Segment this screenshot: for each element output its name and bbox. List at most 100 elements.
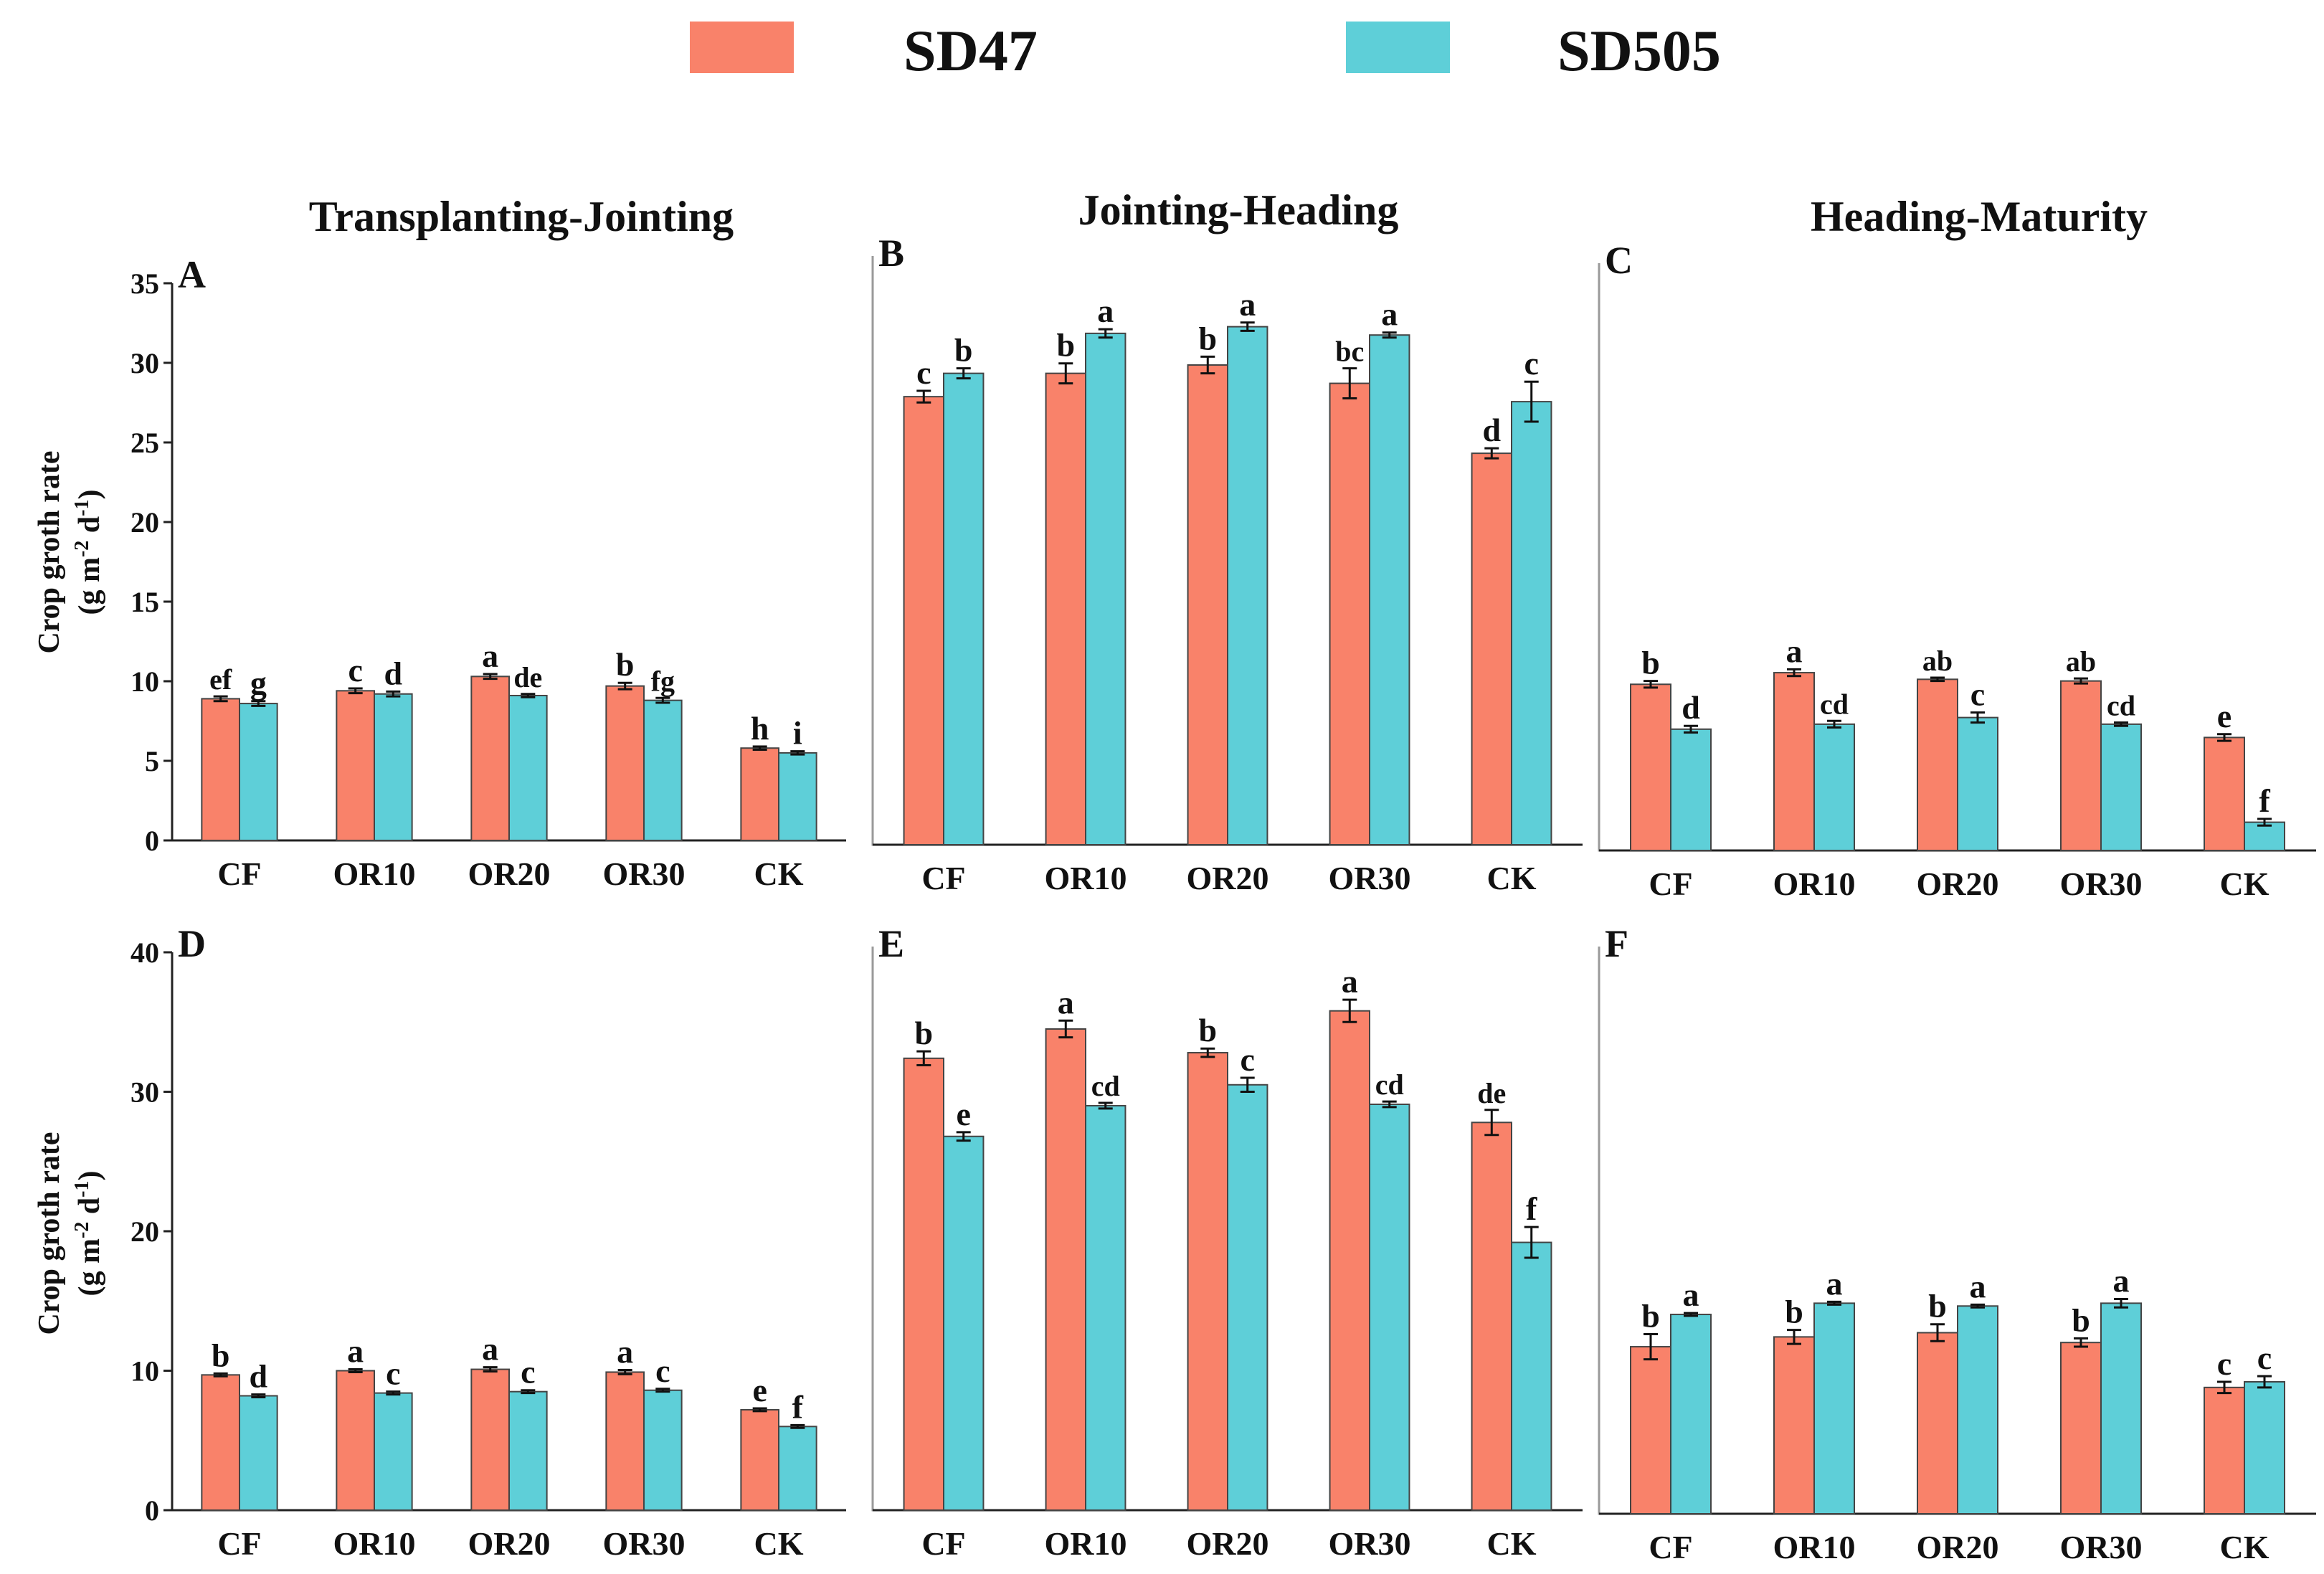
significance-letter: b — [2072, 1302, 2090, 1338]
significance-letter: a — [482, 637, 498, 674]
significance-letter: e — [957, 1096, 971, 1132]
bar-sd505 — [1957, 1305, 1998, 1515]
significance-letter: d — [1482, 412, 1501, 448]
y-tick-label: 30 — [131, 347, 159, 379]
significance-letter: i — [793, 715, 802, 752]
significance-letter: ab — [1922, 645, 1953, 677]
panel-letter: E — [878, 922, 904, 965]
x-tick-label: CK — [754, 1525, 804, 1562]
bar-sd505 — [2100, 1302, 2142, 1514]
x-tick-label: CK — [2220, 1529, 2270, 1565]
significance-letter: a — [2113, 1263, 2130, 1299]
bar-sd47 — [470, 1368, 510, 1512]
bar-sd505 — [1813, 723, 1855, 852]
x-tick-label: OR20 — [1917, 866, 1999, 902]
x-tick-label: OR30 — [603, 855, 686, 892]
bar-sd47 — [2060, 680, 2102, 851]
bar-sd47 — [1917, 1332, 1958, 1515]
x-tick-label: CK — [1487, 860, 1537, 896]
bar-sd505 — [1085, 1104, 1127, 1511]
x-tick-label: OR10 — [333, 1525, 416, 1562]
significance-letter: a — [1826, 1265, 1843, 1302]
significance-letter: a — [1381, 296, 1398, 333]
y-axis-label-line2: (g m-2 d-1) — [71, 1171, 107, 1296]
column-title-transplanting-jointing: Transplanting-Jointing — [309, 193, 734, 240]
y-axis-label-line2: (g m-2 d-1) — [71, 490, 107, 615]
bar-sd47 — [1329, 1010, 1371, 1511]
bar-sd47 — [1045, 372, 1087, 845]
bar-sd505 — [1227, 1084, 1268, 1511]
x-tick-label: OR10 — [1045, 860, 1127, 896]
bar-sd505 — [1227, 326, 1268, 845]
significance-letter: a — [617, 1334, 633, 1370]
bar-sd505 — [374, 693, 413, 842]
y-axis-label-line1: Crop groth rate — [33, 1132, 66, 1334]
x-tick-label: CK — [754, 855, 804, 892]
significance-letter: a — [1970, 1268, 1986, 1304]
significance-letter: fg — [651, 665, 675, 697]
x-tick-label: OR20 — [1917, 1529, 1999, 1565]
bar-sd47 — [2204, 736, 2245, 852]
bar-sd47 — [1630, 1346, 1671, 1514]
y-tick-label: 20 — [131, 1215, 159, 1248]
significance-letter: c — [348, 652, 362, 688]
y-axis-label-bottom: Crop groth rate (g m-2 d-1) — [33, 1132, 106, 1334]
x-tick-label: OR20 — [1187, 860, 1269, 896]
bar-sd47 — [1471, 452, 1513, 845]
significance-letter: d — [1682, 689, 1700, 726]
bar-sd47 — [903, 1057, 945, 1511]
significance-letter: b — [616, 646, 635, 683]
column-title-heading-maturity: Heading-Maturity — [1811, 193, 2148, 240]
legend-swatch-sd505 — [1346, 22, 1450, 73]
panel-letter: A — [178, 253, 206, 296]
significance-letter: b — [1928, 1288, 1947, 1324]
significance-letter: f — [792, 1388, 804, 1425]
significance-letter: g — [250, 665, 267, 701]
bar-sd505 — [1813, 1302, 1855, 1514]
significance-letter: e — [752, 1372, 767, 1408]
bar-sd47 — [1917, 678, 1958, 851]
bar-sd505 — [2244, 821, 2285, 851]
y-tick-label: 0 — [145, 825, 159, 857]
significance-letter: ab — [2066, 645, 2096, 678]
bar-sd47 — [605, 1371, 645, 1511]
legend-swatch-sd47 — [690, 22, 794, 73]
bar-sd47 — [1045, 1028, 1087, 1511]
bar-sd505 — [2244, 1380, 2285, 1514]
significance-letter: de — [513, 661, 542, 693]
significance-letter: cd — [2107, 690, 2135, 722]
bar-sd47 — [903, 396, 945, 845]
significance-letter: d — [384, 655, 403, 691]
bar-sd505 — [1511, 1241, 1552, 1512]
significance-letter: a — [347, 1333, 364, 1370]
x-tick-label: CF — [1649, 1529, 1692, 1565]
significance-letter: ef — [209, 663, 232, 696]
bar-sd505 — [943, 372, 985, 845]
significance-letter: c — [2217, 1345, 2231, 1382]
bar-sd47 — [1329, 382, 1371, 845]
significance-letter: c — [1970, 676, 1985, 713]
x-tick-label: CF — [921, 1525, 965, 1562]
bar-sd47 — [470, 675, 510, 842]
significance-letter: c — [655, 1352, 670, 1389]
legend-label-sd47: SD47 — [903, 18, 1038, 83]
bar-sd47 — [605, 685, 645, 841]
bar-sd47 — [1187, 1052, 1229, 1512]
bar-sd505 — [239, 1395, 278, 1512]
significance-letter: b — [1641, 645, 1660, 681]
bar-sd505 — [1369, 334, 1410, 846]
panel-letter: C — [1605, 239, 1633, 282]
bar-sd47 — [336, 1370, 375, 1511]
significance-letter: f — [2259, 782, 2270, 819]
y-tick-label: 5 — [145, 745, 159, 777]
panel-letter: D — [178, 922, 206, 965]
bar-sd47 — [1773, 1336, 1815, 1514]
significance-letter: bc — [1335, 336, 1364, 368]
bar-sd505 — [1670, 1314, 1712, 1515]
significance-letter: cd — [1375, 1068, 1404, 1101]
x-tick-label: CK — [2220, 866, 2270, 902]
significance-letter: a — [1342, 963, 1358, 1000]
x-tick-label: OR30 — [1329, 860, 1411, 896]
